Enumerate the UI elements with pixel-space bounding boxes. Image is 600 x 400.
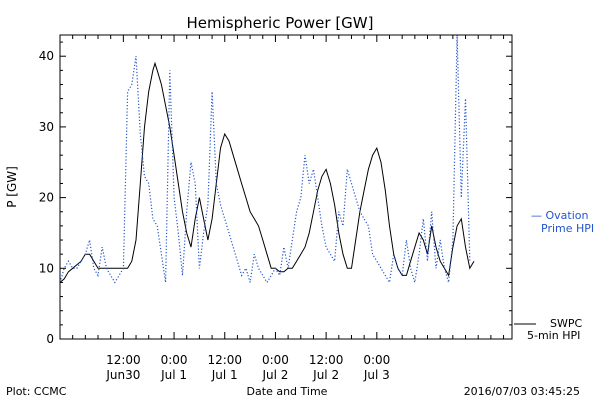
x-tick-time-label: 12:00 xyxy=(207,353,242,367)
plot-timestamp: 2016/07/03 03:45:25 xyxy=(464,385,580,398)
y-tick-label: 30 xyxy=(39,120,54,134)
chart-title: Hemispheric Power [GW] xyxy=(187,14,374,32)
series-layer xyxy=(59,34,475,285)
x-tick-date-label: Jul 1 xyxy=(160,368,187,382)
legend-swpc-line2: 5-min HPI xyxy=(527,329,580,342)
plot-frame xyxy=(59,34,513,340)
legend-swpc: SWPC 5-min HPI xyxy=(514,317,582,342)
y-axis-label: P [GW] xyxy=(5,166,19,208)
y-tick-label: 10 xyxy=(39,261,54,275)
legend-ovation-line1: — Ovation xyxy=(531,209,589,222)
x-tick-time-label: 0:00 xyxy=(363,353,390,367)
x-tick-time-label: 12:00 xyxy=(106,353,141,367)
y-tick-label: 0 xyxy=(46,332,54,346)
series-ovation-line xyxy=(59,34,471,285)
legend-ovation: — Ovation Prime HPI xyxy=(531,209,594,235)
x-tick-date-label: Jul 2 xyxy=(261,368,288,382)
y-tick-label: 40 xyxy=(39,49,54,63)
series-swpc-line xyxy=(59,61,475,283)
x-tick-time-label: 0:00 xyxy=(161,353,188,367)
x-tick-time-label: 0:00 xyxy=(262,353,289,367)
x-tick-date-label: Jul 3 xyxy=(363,368,390,382)
x-axis-label: Date and Time xyxy=(247,385,328,398)
plot-credit: Plot: CCMC xyxy=(6,385,67,398)
y-tick-label: 20 xyxy=(39,191,54,205)
x-tick-date-label: Jul 1 xyxy=(211,368,238,382)
x-tick-date-label: Jul 2 xyxy=(312,368,339,382)
x-tick-time-label: 12:00 xyxy=(309,353,344,367)
x-tick-date-label: Jun30 xyxy=(105,368,140,382)
legend-ovation-line2: Prime HPI xyxy=(541,222,594,235)
legend-swpc-line1: SWPC xyxy=(550,317,582,330)
